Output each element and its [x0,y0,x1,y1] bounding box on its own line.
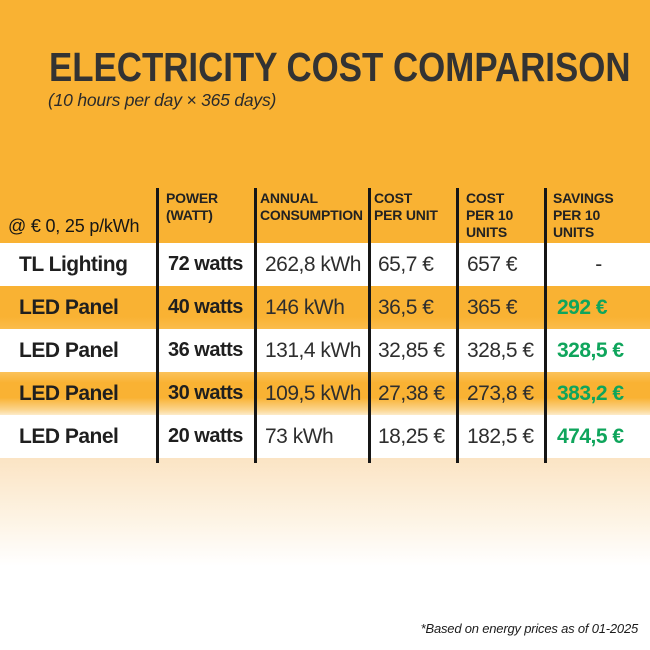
header-background [0,0,650,243]
cost-per-unit-cell: 18,25 € [378,424,445,448]
table-row: LED Panel 36 watts 131,4 kWh 32,85 € 328… [0,329,650,372]
power-cell: 30 watts [168,382,243,404]
cost-per-10-units-cell: 657 € [467,252,518,276]
row-stripe [0,329,650,372]
savings-cell: - [595,252,602,276]
page-subtitle: (10 hours per day × 365 days) [48,90,277,110]
cost-per-10-units-cell: 273,8 € [467,381,534,405]
row-label: LED Panel [19,381,119,405]
annual-consumption-cell: 262,8 kWh [265,252,361,276]
row-label: LED Panel [19,295,119,319]
footnote: *Based on energy prices as of 01-2025 [420,621,639,636]
savings-cell: 474,5 € [557,424,624,448]
annual-consumption-cell: 146 kWh [265,295,345,319]
column-header-cost-per-unit: COST PER UNIT [374,190,438,223]
column-header-power: POWER (WATT) [166,190,218,223]
cost-per-unit-cell: 32,85 € [378,338,445,362]
column-header-savings-per-10-units: SAVINGS PER 10 UNITS [553,190,614,240]
cost-per-10-units-cell: 365 € [467,295,518,319]
row-label: LED Panel [19,338,119,362]
column-separator [544,188,547,463]
cost-per-unit-cell: 27,38 € [378,381,445,405]
power-cell: 36 watts [168,339,243,361]
table-row: TL Lighting 72 watts 262,8 kWh 65,7 € 65… [0,243,650,286]
power-cell: 40 watts [168,296,243,318]
column-header-cost-per-10-units: COST PER 10 UNITS [466,190,514,240]
column-header-annual-consumption: ANNUAL CONSUMPTION [260,190,363,223]
cost-per-unit-cell: 65,7 € [378,252,434,276]
row-stripe [0,415,650,458]
annual-consumption-cell: 131,4 kWh [265,338,361,362]
page-title: ELECTRICITY COST COMPARISON [49,44,631,90]
power-cell: 20 watts [168,425,243,447]
savings-cell: 383,2 € [557,381,624,405]
row-label: TL Lighting [19,252,128,276]
column-separator [254,188,257,463]
power-cell: 72 watts [168,253,243,275]
row-stripe [0,243,650,286]
table-row: LED Panel 40 watts 146 kWh 36,5 € 365 € … [0,286,650,329]
column-separator [368,188,371,463]
table-row: LED Panel 30 watts 109,5 kWh 27,38 € 273… [0,372,650,415]
cost-per-10-units-cell: 182,5 € [467,424,534,448]
row-label: LED Panel [19,424,119,448]
savings-cell: 292 € [557,295,608,319]
footer-gradient [0,458,650,566]
savings-cell: 328,5 € [557,338,624,362]
annual-consumption-cell: 109,5 kWh [265,381,361,405]
table-row: LED Panel 20 watts 73 kWh 18,25 € 182,5 … [0,415,650,458]
column-separator [156,188,159,463]
row-stripe [0,286,650,329]
row-stripe [0,372,650,415]
cost-per-10-units-cell: 328,5 € [467,338,534,362]
rate-note: @ € 0, 25 p/kWh [8,216,140,236]
column-separator [456,188,459,463]
cost-per-unit-cell: 36,5 € [378,295,434,319]
annual-consumption-cell: 73 kWh [265,424,334,448]
